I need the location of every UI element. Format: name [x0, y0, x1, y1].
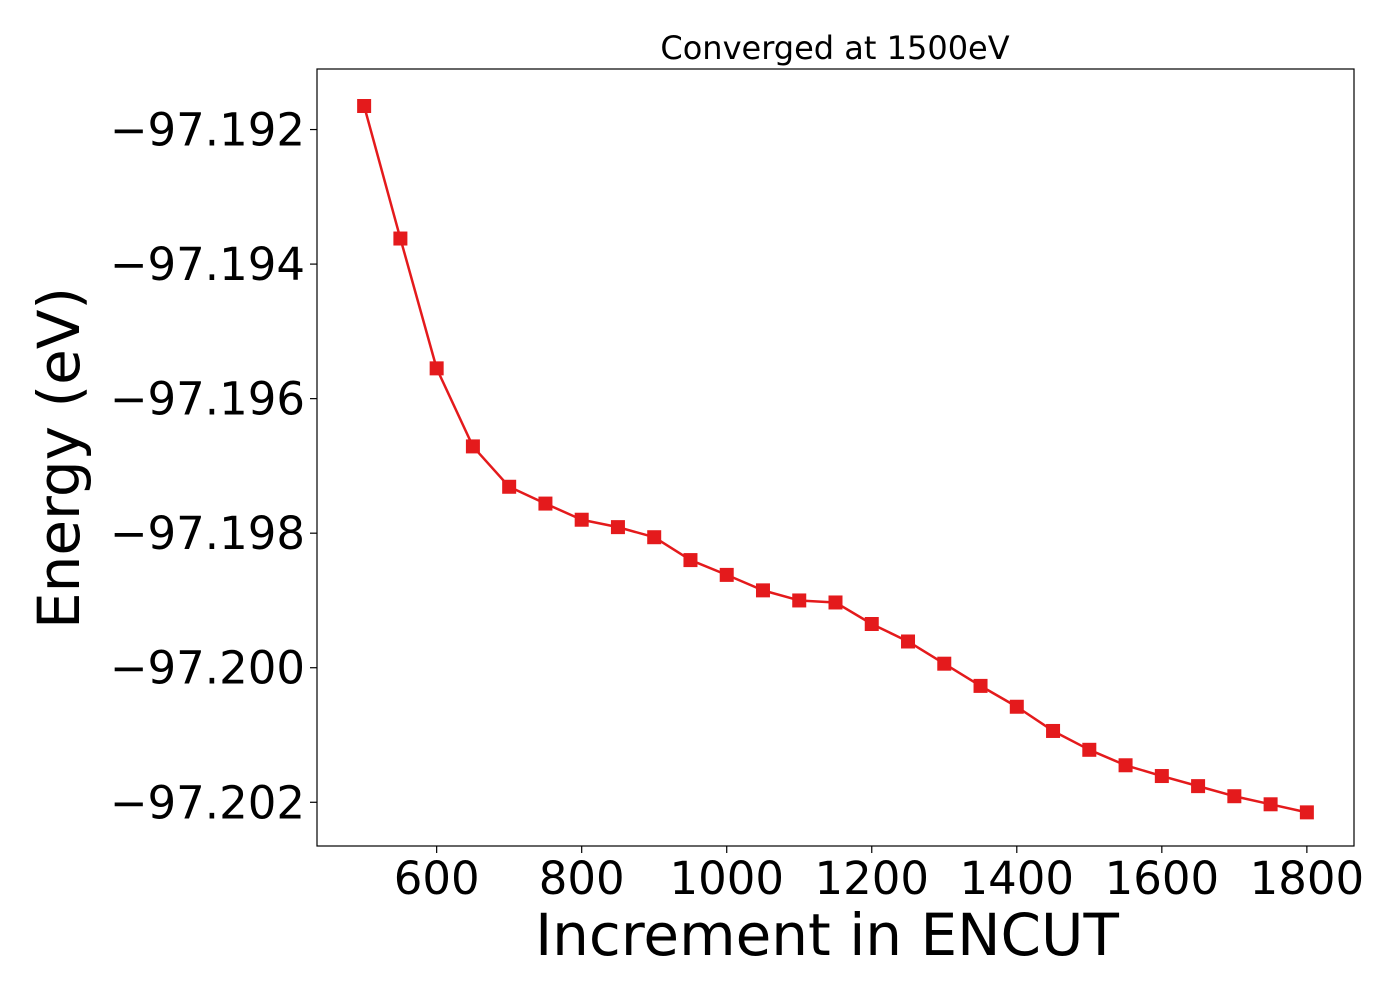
data-point-marker [429, 361, 444, 376]
data-point-marker [1299, 805, 1314, 820]
x-tick-label: 1600 [1105, 852, 1220, 905]
data-point-marker [755, 583, 770, 598]
x-axis-label: Increment in ENCUT [535, 901, 1119, 969]
data-point-marker [538, 496, 553, 511]
data-point-marker [828, 595, 843, 610]
x-tick-label: 1000 [669, 852, 784, 905]
x-axis: 600 800 1000 1200 1400 1600 1800 [394, 846, 1364, 905]
data-point-marker [1118, 758, 1133, 773]
y-axis: −97.192 −97.194 −97.196 −97.198 −97.200 −97.2… [110, 104, 317, 829]
data-point-marker [1009, 699, 1024, 714]
x-tick-label: 1200 [814, 852, 929, 905]
data-point-marker [1046, 723, 1061, 738]
data-point-marker [610, 520, 625, 535]
y-tick-label: −97.200 [110, 642, 305, 695]
y-tick-label: −97.198 [110, 507, 305, 560]
data-point-marker [683, 553, 698, 568]
series-layer [357, 99, 1314, 820]
data-point-marker [1082, 742, 1097, 757]
data-point-marker [973, 678, 988, 693]
data-point-marker [719, 567, 734, 582]
plot-frame [316, 68, 1355, 847]
data-point-marker [1154, 769, 1169, 784]
x-tick-label: 1800 [1250, 852, 1365, 905]
chart-title: Converged at 1500eV [660, 29, 1009, 67]
y-tick-label: −97.196 [110, 373, 305, 426]
y-tick-label: −97.194 [110, 238, 305, 291]
x-tick-label: 800 [539, 852, 625, 905]
data-point-marker [465, 439, 480, 454]
data-point-marker [357, 99, 372, 113]
data-point-marker [1191, 779, 1206, 794]
data-point-marker [864, 617, 879, 631]
data-point-marker [502, 479, 517, 494]
y-tick-label: −97.192 [110, 104, 305, 157]
data-point-marker [574, 512, 589, 527]
y-axis-label: Energy (eV) [25, 287, 93, 629]
data-point-marker [792, 593, 807, 608]
data-point-marker [901, 634, 916, 649]
x-tick-label: 1400 [960, 852, 1075, 905]
data-point-marker [937, 656, 952, 671]
data-point-marker [1263, 797, 1278, 812]
data-point-marker [1227, 789, 1242, 804]
data-point-marker [393, 231, 408, 246]
x-tick-label: 600 [394, 852, 480, 905]
y-tick-label: −97.202 [110, 776, 305, 829]
data-point-marker [647, 530, 662, 545]
plot-area [316, 68, 1355, 847]
